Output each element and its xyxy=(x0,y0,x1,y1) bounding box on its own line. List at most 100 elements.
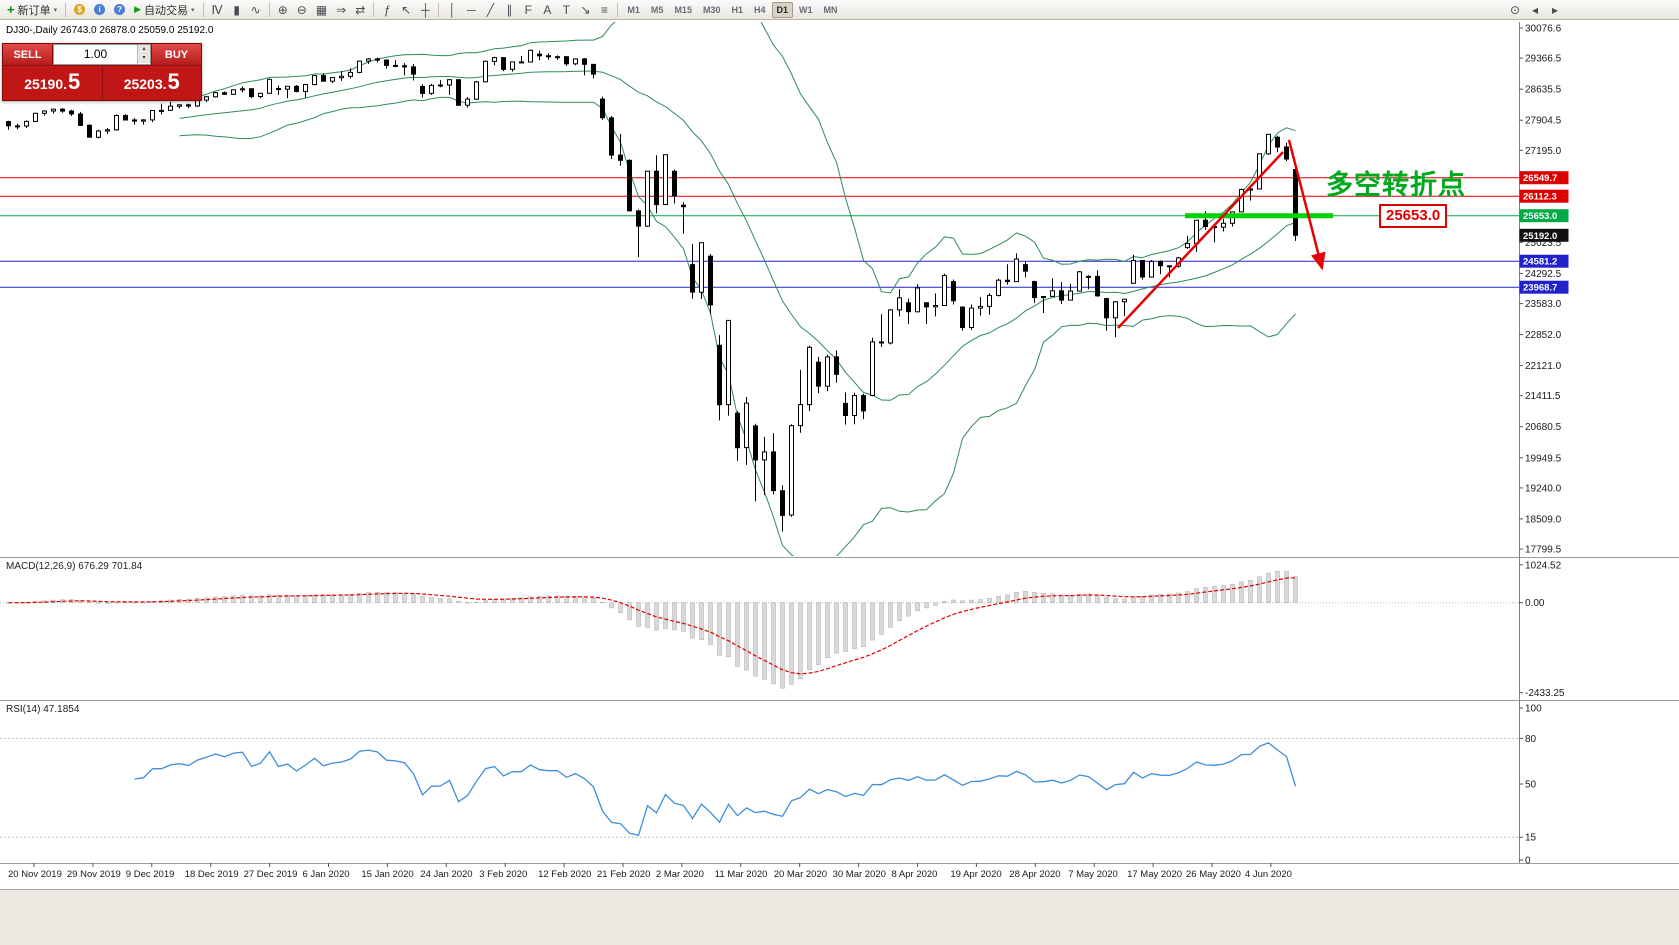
line-chart-button[interactable]: ∿ xyxy=(247,1,265,18)
spin-up-icon[interactable]: ▴ xyxy=(138,45,150,54)
timeframe-w1-button[interactable]: W1 xyxy=(799,4,813,15)
rsi-axis-label: 80 xyxy=(1525,734,1537,745)
price-axis[interactable]: 30076.6 29366.5 28635.5 27904.5 27195.0 25023… xyxy=(1519,24,1569,556)
zoom-out-button[interactable]: ⊖ xyxy=(293,1,311,18)
macd-signal-line xyxy=(8,577,1296,675)
price-axis-label: 30076.6 xyxy=(1525,24,1562,35)
indicators-button[interactable]: ƒ xyxy=(378,1,396,18)
new-order-button[interactable]: + 新订单 ▾ xyxy=(3,1,61,18)
toolbar-separator xyxy=(202,2,204,17)
volume-value[interactable]: 1.00 xyxy=(83,47,108,61)
fibonacci-button[interactable]: F xyxy=(519,1,537,18)
spin-down-icon[interactable]: ▾ xyxy=(138,54,150,63)
toolbar-overflow-right-button[interactable]: ▸ xyxy=(1546,1,1564,18)
toolbar-separator xyxy=(268,2,270,17)
account-button[interactable]: i xyxy=(90,1,109,18)
time-axis-label: 30 Mar 2020 xyxy=(833,869,886,880)
crosshair-button[interactable]: ┼ xyxy=(416,1,434,18)
rsi-label: RSI(14) 47.1854 xyxy=(6,704,80,715)
timeframe-m5-button[interactable]: M5 xyxy=(650,4,664,15)
trend-up-line[interactable] xyxy=(1117,151,1284,329)
chevron-down-icon: ▾ xyxy=(53,6,58,14)
chart-shift-button[interactable]: ⇄ xyxy=(351,1,369,18)
price-axis-label: 25023.5 xyxy=(1525,238,1562,249)
time-axis-label: 26 May 2020 xyxy=(1186,869,1241,880)
time-axis-label: 28 Apr 2020 xyxy=(1009,869,1060,880)
line-chart-icon: ∿ xyxy=(250,2,261,17)
price-callout-box[interactable]: 25653.0 xyxy=(1379,204,1448,228)
buy-price[interactable]: 25203. 5 xyxy=(103,66,202,100)
time-axis-label: 29 Nov 2019 xyxy=(67,869,121,880)
toolbar-separator xyxy=(617,2,619,17)
horizontal-line-button[interactable]: ─ xyxy=(462,1,480,18)
auto-trading-label: 自动交易 xyxy=(144,4,189,17)
auto-trading-button[interactable]: ▶ 自动交易 ▾ xyxy=(130,1,198,18)
trendline-button[interactable]: ╱ xyxy=(481,1,499,18)
chart-info-line: DJ30-,Daily 26743.0 26878.0 25059.0 2519… xyxy=(6,25,214,36)
timeframe-group: M1 M5 M15 M30 H1 H4 D1 W1 MN xyxy=(622,1,842,18)
down-arrow[interactable] xyxy=(1287,139,1326,271)
price-tag xyxy=(1519,280,1569,294)
volume-stepper[interactable]: ▴ ▾ xyxy=(137,45,150,64)
timeframe-h4-button[interactable]: H4 xyxy=(753,4,766,15)
toolbar: + 新订单 ▾ $ i ? ▶ 自动交易 ▾ Ⅳ ▮ ∿ ⊕ ⊖ ▦ ⇒ ⇄ ƒ… xyxy=(0,0,1679,20)
candlestick-icon: ▮ xyxy=(233,2,240,17)
search-button[interactable]: ⊙ xyxy=(1506,1,1524,18)
buy-button[interactable]: BUY xyxy=(151,44,201,65)
time-axis-label: 12 Feb 2020 xyxy=(538,869,591,880)
timeframe-h1-button[interactable]: H1 xyxy=(731,4,743,15)
buy-price-big-digit: 5 xyxy=(167,69,180,94)
turning-point-annotation[interactable]: 多空转折点 xyxy=(1326,170,1466,200)
deposit-button[interactable]: $ xyxy=(70,1,89,18)
trade-controls-row: SELL 1.00 ▴ ▾ BUY xyxy=(3,44,201,65)
price-tag-value: 25192.0 xyxy=(1523,231,1557,242)
cursor-button[interactable]: ↖ xyxy=(397,1,415,18)
time-axis-label: 3 Feb 2020 xyxy=(479,869,527,880)
text-button[interactable]: A xyxy=(538,1,556,18)
timeframe-mn-button[interactable]: MN xyxy=(823,4,838,15)
rsi-axis-label: 50 xyxy=(1525,780,1537,791)
price-tag-value: 26112.3 xyxy=(1523,192,1557,203)
horizontal-lines-layer[interactable] xyxy=(0,177,1519,288)
auto-scroll-button[interactable]: ⇒ xyxy=(332,1,350,18)
horizontal-line-icon: ─ xyxy=(467,2,476,17)
timeframe-m30-button[interactable]: M30 xyxy=(702,4,721,15)
bar-chart-icon: Ⅳ xyxy=(211,2,223,17)
left-arrow-icon: ◂ xyxy=(1531,2,1539,17)
rsi-axis-label: 15 xyxy=(1525,833,1537,844)
candlestick-chart-button[interactable]: ▮ xyxy=(228,1,246,18)
sell-price[interactable]: 25190. 5 xyxy=(3,66,103,100)
price-axis-label: 28635.5 xyxy=(1525,85,1562,96)
sell-button[interactable]: SELL xyxy=(3,44,53,65)
timeframe-d1-button[interactable]: D1 xyxy=(771,1,794,18)
bar-chart-button[interactable]: Ⅳ xyxy=(208,1,227,18)
vertical-line-button[interactable]: │ xyxy=(443,1,461,18)
time-axis[interactable]: 20 Nov 2019 29 Nov 2019 9 Dec 2019 18 Dec 2… xyxy=(8,863,1292,880)
label-button[interactable]: T xyxy=(557,1,575,18)
volume-field[interactable]: 1.00 ▴ ▾ xyxy=(53,44,151,65)
zoom-in-button[interactable]: ⊕ xyxy=(274,1,292,18)
chevron-down-icon: ▾ xyxy=(191,6,195,14)
drawings-layer[interactable] xyxy=(1117,139,1333,329)
toolbar-overflow-left-button[interactable]: ◂ xyxy=(1526,1,1544,18)
zoom-out-icon: ⊖ xyxy=(296,2,307,17)
price-axis-label: 29366.5 xyxy=(1525,54,1562,65)
time-axis-label: 6 Jan 2020 xyxy=(303,869,350,880)
timeframe-m15-button[interactable]: M15 xyxy=(674,4,692,15)
tile-windows-button[interactable]: ▦ xyxy=(312,1,331,18)
help-button[interactable]: ? xyxy=(110,1,129,18)
arrows-button[interactable]: ↘ xyxy=(576,1,594,18)
fibonacci-icon: F xyxy=(524,2,533,17)
price-tag-value: 24581.2 xyxy=(1523,257,1557,268)
price-axis-label: 20680.5 xyxy=(1525,422,1562,433)
price-tag xyxy=(1519,209,1569,223)
price-axis-label: 23583.0 xyxy=(1525,299,1562,310)
objects-list-button[interactable]: ≡ xyxy=(595,1,613,18)
channel-button[interactable]: ∥ xyxy=(500,1,518,18)
bottom-strip xyxy=(0,889,1679,945)
trade-prices-row: 25190. 5 25203. 5 xyxy=(3,65,201,100)
timeframe-m1-button[interactable]: M1 xyxy=(627,4,640,15)
buy-price-main: 25203. xyxy=(123,76,167,92)
price-tag-value: 26549.7 xyxy=(1523,173,1557,184)
